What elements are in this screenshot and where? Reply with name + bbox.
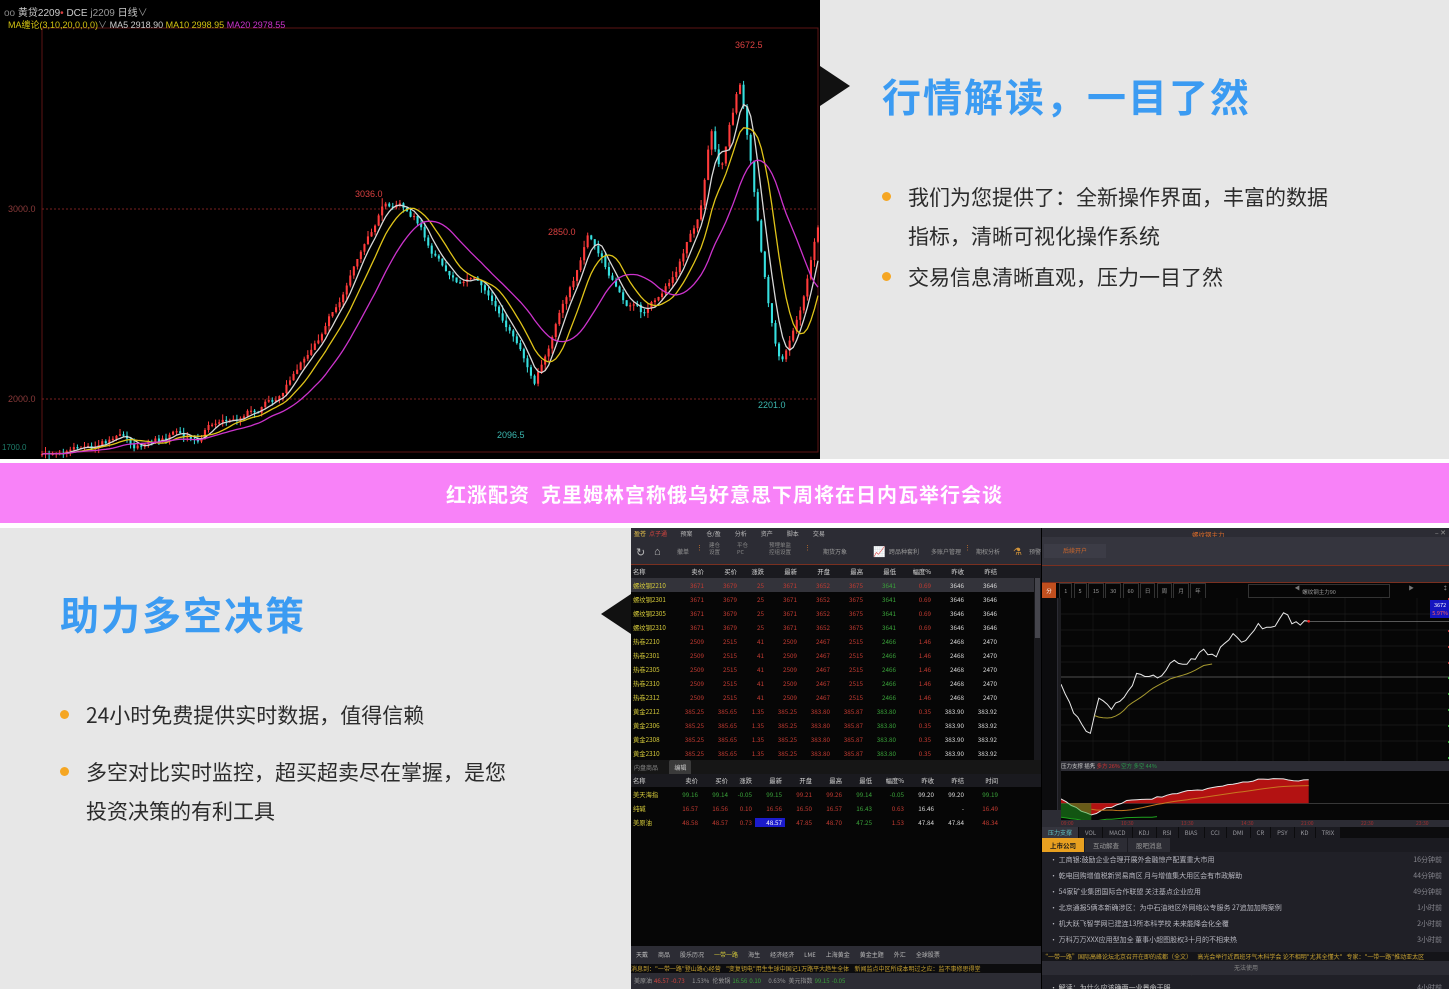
svg-text:2000.0: 2000.0 bbox=[8, 394, 36, 404]
svg-text:2850.0: 2850.0 bbox=[548, 227, 576, 237]
svg-text:1700.0: 1700.0 bbox=[2, 443, 27, 452]
svg-text:3036.0: 3036.0 bbox=[355, 189, 383, 199]
svg-text:2201.0: 2201.0 bbox=[758, 400, 786, 410]
svg-text:3000.0: 3000.0 bbox=[8, 204, 36, 214]
svg-text:3672.5: 3672.5 bbox=[735, 40, 763, 50]
svg-text:2096.5: 2096.5 bbox=[497, 430, 525, 440]
